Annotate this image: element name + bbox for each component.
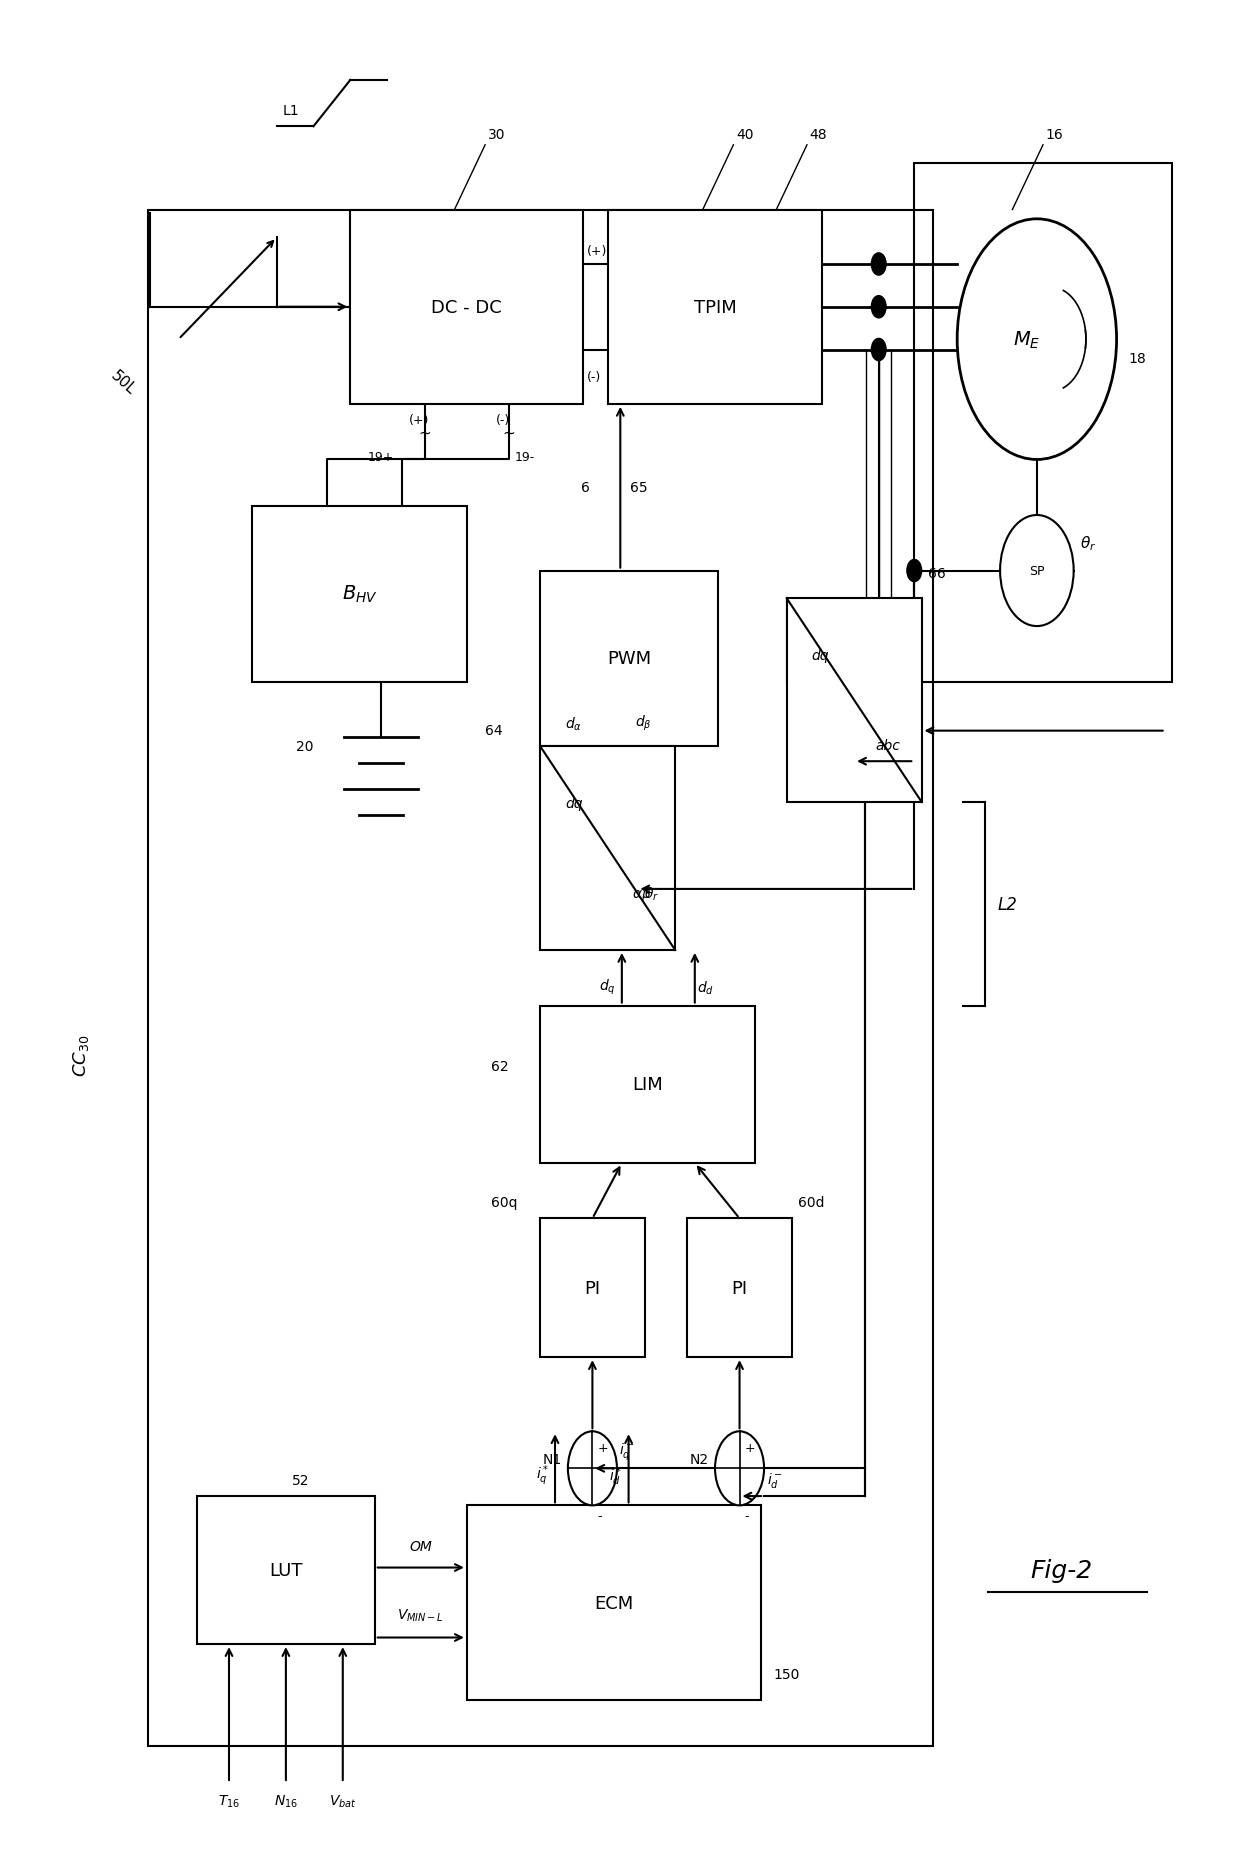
Text: dq: dq xyxy=(812,649,830,664)
Text: 6: 6 xyxy=(580,481,590,496)
Text: $\theta_r$: $\theta_r$ xyxy=(1080,533,1096,554)
Circle shape xyxy=(568,1432,618,1506)
Text: 60q: 60q xyxy=(491,1195,518,1210)
Text: 64: 64 xyxy=(485,723,502,738)
Text: L1: L1 xyxy=(283,104,299,117)
Text: $i_q^-$: $i_q^-$ xyxy=(620,1441,635,1461)
Text: 19-: 19- xyxy=(515,451,534,464)
Circle shape xyxy=(715,1432,764,1506)
Text: abc: abc xyxy=(875,738,900,753)
Text: $N_{16}$: $N_{16}$ xyxy=(274,1793,298,1808)
Circle shape xyxy=(872,296,887,319)
Text: $i_d^-$: $i_d^-$ xyxy=(766,1471,782,1489)
Text: +: + xyxy=(598,1441,608,1454)
Text: TPIM: TPIM xyxy=(693,298,737,317)
Circle shape xyxy=(872,254,887,276)
Text: 19+: 19+ xyxy=(368,451,394,464)
Bar xyxy=(541,570,718,747)
Text: $d_d$: $d_d$ xyxy=(697,979,714,997)
Bar xyxy=(608,211,822,404)
Text: ECM: ECM xyxy=(594,1594,634,1612)
Text: $CC_{30}$: $CC_{30}$ xyxy=(71,1035,91,1076)
Bar xyxy=(197,1497,374,1644)
Text: 20: 20 xyxy=(296,740,314,753)
Text: +: + xyxy=(744,1441,755,1454)
Text: 18: 18 xyxy=(1128,352,1147,365)
Text: 40: 40 xyxy=(735,129,754,142)
Text: dq: dq xyxy=(565,798,583,811)
Text: 52: 52 xyxy=(291,1473,310,1487)
Circle shape xyxy=(906,559,921,582)
Text: $V_{MIN-L}$: $V_{MIN-L}$ xyxy=(397,1607,444,1624)
Text: 60d: 60d xyxy=(797,1195,825,1210)
Text: $d_\beta$: $d_\beta$ xyxy=(635,712,652,733)
Bar xyxy=(252,507,466,682)
Text: (+): (+) xyxy=(408,414,429,427)
Text: $T_{16}$: $T_{16}$ xyxy=(218,1793,241,1808)
Text: $M_E$: $M_E$ xyxy=(1013,330,1040,350)
Text: N2: N2 xyxy=(689,1452,709,1467)
Text: 66: 66 xyxy=(928,567,946,580)
Text: $\alpha\beta$: $\alpha\beta$ xyxy=(631,885,651,902)
Text: (-): (-) xyxy=(587,371,601,384)
Text: $B_{HV}$: $B_{HV}$ xyxy=(341,583,377,606)
Text: $d_q$: $d_q$ xyxy=(599,977,616,997)
Text: LIM: LIM xyxy=(632,1076,663,1094)
Text: PI: PI xyxy=(732,1279,748,1297)
Text: 50L: 50L xyxy=(108,367,139,397)
Text: LUT: LUT xyxy=(269,1562,303,1579)
Text: 62: 62 xyxy=(491,1059,508,1074)
Text: -: - xyxy=(598,1510,601,1523)
Text: SP: SP xyxy=(1029,565,1044,578)
Text: OM: OM xyxy=(409,1540,433,1553)
Bar xyxy=(541,1219,645,1357)
Text: -: - xyxy=(744,1510,749,1523)
Bar xyxy=(786,598,921,803)
Text: $\theta_r$: $\theta_r$ xyxy=(644,885,658,902)
Text: ~: ~ xyxy=(418,425,432,440)
Text: 150: 150 xyxy=(774,1666,800,1681)
Bar xyxy=(541,747,675,951)
Text: $i_q^*$: $i_q^*$ xyxy=(536,1463,549,1487)
Text: PI: PI xyxy=(584,1279,600,1297)
Text: 30: 30 xyxy=(487,129,505,142)
Text: ~: ~ xyxy=(502,425,515,440)
Text: $i_d^*$: $i_d^*$ xyxy=(609,1465,622,1487)
Text: PWM: PWM xyxy=(608,651,651,667)
Bar xyxy=(148,211,932,1747)
Bar xyxy=(687,1219,791,1357)
Text: N1: N1 xyxy=(543,1452,562,1467)
Text: $V_{bat}$: $V_{bat}$ xyxy=(329,1793,357,1808)
Circle shape xyxy=(957,220,1116,460)
Bar xyxy=(914,164,1172,682)
Text: 48: 48 xyxy=(810,129,827,142)
Text: (-): (-) xyxy=(496,414,510,427)
Bar xyxy=(350,211,583,404)
Text: $d_\alpha$: $d_\alpha$ xyxy=(564,714,582,733)
Bar xyxy=(541,1007,755,1163)
Text: L2: L2 xyxy=(998,895,1018,913)
Bar xyxy=(466,1506,761,1700)
Circle shape xyxy=(1001,516,1074,626)
Text: 16: 16 xyxy=(1045,129,1063,142)
Text: DC - DC: DC - DC xyxy=(432,298,502,317)
Text: (+): (+) xyxy=(587,244,608,257)
Circle shape xyxy=(872,339,887,362)
Text: 65: 65 xyxy=(630,481,647,496)
Text: Fig-2: Fig-2 xyxy=(1030,1558,1092,1583)
